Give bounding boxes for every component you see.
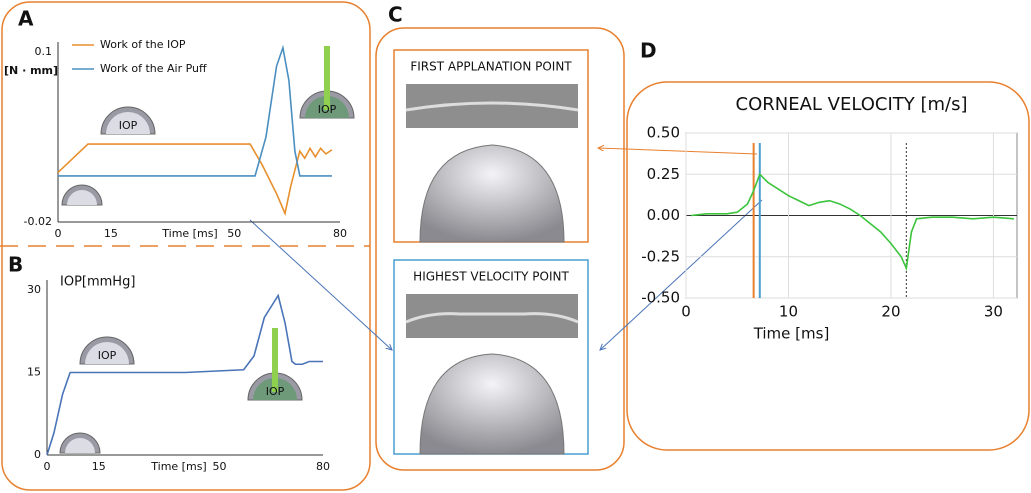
line (691, 172, 1014, 272)
x-tick-label: 10 (779, 303, 798, 321)
x-tick-label: 80 (316, 460, 330, 473)
panel-c-frame (375, 27, 625, 471)
x-tick-label: 0 (681, 303, 691, 321)
x-axis-label: Time [ms] (161, 227, 217, 240)
x-tick-label: 50 (213, 460, 227, 473)
x-axis-label: Time [ms] (150, 460, 206, 473)
line (46, 293, 323, 456)
legend-label: Work of the IOP (100, 38, 186, 51)
y-tick-label: 15 (27, 366, 41, 379)
legend-label: Work of the Air Puff (100, 62, 207, 75)
caption: HIGHEST VELOCITY POINT (413, 270, 569, 284)
panel-d-frame (626, 81, 1030, 451)
eye-inner (65, 438, 95, 453)
x-tick-label: 50 (227, 227, 241, 240)
arrow (600, 199, 763, 350)
line (57, 143, 333, 217)
eye-inner (106, 112, 150, 134)
icon-label: IOP (98, 349, 117, 362)
panel-label: B (8, 253, 23, 277)
eye-inner (85, 342, 129, 364)
y-tick-label: 0.00 (647, 206, 680, 224)
line (58, 44, 332, 177)
icon-label: IOP (119, 119, 138, 132)
y-tick-label: -0.25 (641, 247, 680, 265)
chart-title: CORNEAL VELOCITY [m/s] (736, 94, 968, 115)
x-tick-label: 20 (881, 303, 900, 321)
y-axis-label: IOP[mmHg] (60, 275, 135, 290)
x-tick-label: 30 (984, 303, 1003, 321)
caption: FIRST APPLANATION POINT (410, 60, 572, 74)
y-tick-label: 0 (34, 448, 41, 461)
x-tick-label: 0 (55, 227, 62, 240)
x-tick-label: 0 (44, 460, 51, 473)
panel-label: C (388, 3, 403, 27)
image-first (393, 49, 589, 243)
arrow (598, 148, 758, 155)
x-tick-label: 15 (92, 460, 106, 473)
x-tick-label: 80 (333, 227, 347, 240)
y-tick-label: -0.02 (24, 215, 52, 228)
y-tick-label: 0.1 (35, 45, 53, 58)
icon-label: IOP (318, 103, 337, 116)
y-tick-label: 0.50 (647, 124, 680, 142)
panel-label: A (18, 7, 34, 31)
eye-inner (67, 190, 97, 205)
y-axis-label: [N · mm] (4, 64, 58, 77)
y-tick-label: 0.25 (647, 165, 680, 183)
arrow (249, 219, 392, 350)
x-tick-label: 15 (104, 227, 118, 240)
x-axis-label: Time [ms] (753, 325, 830, 343)
air-puff (272, 328, 278, 392)
y-tick-label: 30 (27, 283, 41, 296)
image-highest (393, 259, 589, 455)
y-tick-label: -0.50 (641, 289, 680, 307)
icon-label: IOP (266, 385, 285, 398)
panel-label: D (640, 39, 657, 63)
air-puff (324, 46, 330, 110)
